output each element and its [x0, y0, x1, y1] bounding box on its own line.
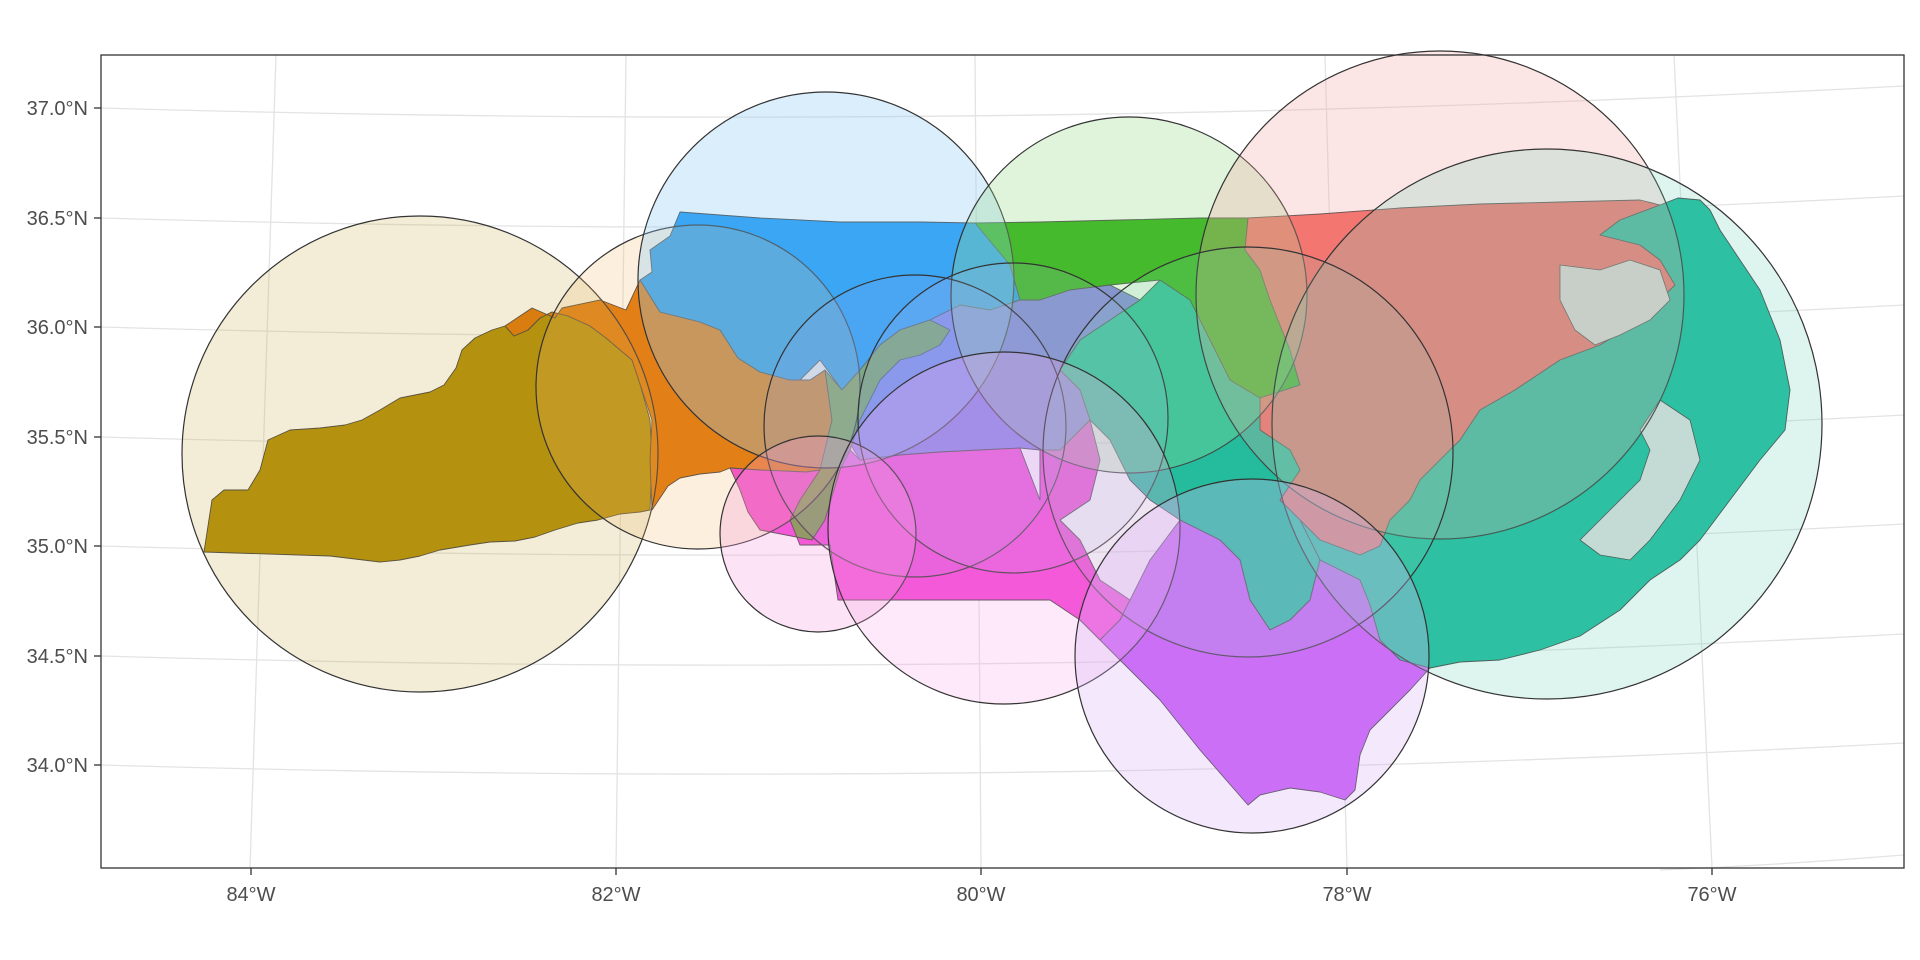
x-tick-label: 84°W	[226, 884, 275, 906]
graticule-lat-37	[100, 85, 1905, 118]
buffer-circle-central	[763, 274, 1067, 578]
graticule-lat-34	[100, 742, 1905, 775]
y-axis: 37.0°N 36.5°N 36.0°N 35.5°N 35.0°N 34.5°N 34.0…	[27, 98, 101, 777]
y-tick-label: 34.0°N	[27, 755, 88, 777]
y-tick-label: 34.5°N	[27, 646, 88, 668]
region-magenta	[729, 419, 1131, 641]
buffer-circle-lavender	[857, 262, 1169, 574]
x-tick-label: 80°W	[956, 884, 1005, 906]
y-tick-label: 35.0°N	[27, 536, 88, 558]
x-tick-label: 78°W	[1322, 884, 1371, 906]
x-tick-label: 82°W	[591, 884, 640, 906]
graticule-lat-33-5	[1659, 854, 1905, 871]
buffer-circle-magenta-small	[719, 435, 917, 633]
sound-pamlico	[1579, 399, 1701, 561]
buffer-circle-orange	[535, 224, 861, 550]
buffer-circle-green	[950, 116, 1308, 474]
buffer-circle-blue	[637, 91, 1015, 469]
x-tick-label: 76°W	[1687, 884, 1736, 906]
buffer-circle-red	[1195, 50, 1685, 540]
y-tick-label: 36.5°N	[27, 208, 88, 230]
sound-albemarle	[1559, 259, 1671, 346]
buffer-circle-gold	[181, 215, 659, 693]
panel-border	[100, 54, 1905, 869]
buffer-circle-purple	[1074, 478, 1430, 834]
buffer-circles	[181, 50, 1823, 834]
y-tick-label: 37.0°N	[27, 98, 88, 120]
district-regions	[203, 197, 1791, 806]
region-purple	[1079, 519, 1431, 806]
graticule-lat-34-5	[100, 633, 1905, 666]
buffer-circle-teal	[1271, 148, 1823, 700]
y-tick-label: 36.0°N	[27, 317, 88, 339]
x-axis: 84°W 82°W 80°W 78°W 76°W	[226, 868, 1737, 906]
coastal-sounds	[1559, 259, 1701, 561]
y-tick-label: 35.5°N	[27, 427, 88, 449]
buffer-circle-mid-east	[1042, 246, 1454, 658]
buffer-circle-magenta	[827, 351, 1181, 705]
